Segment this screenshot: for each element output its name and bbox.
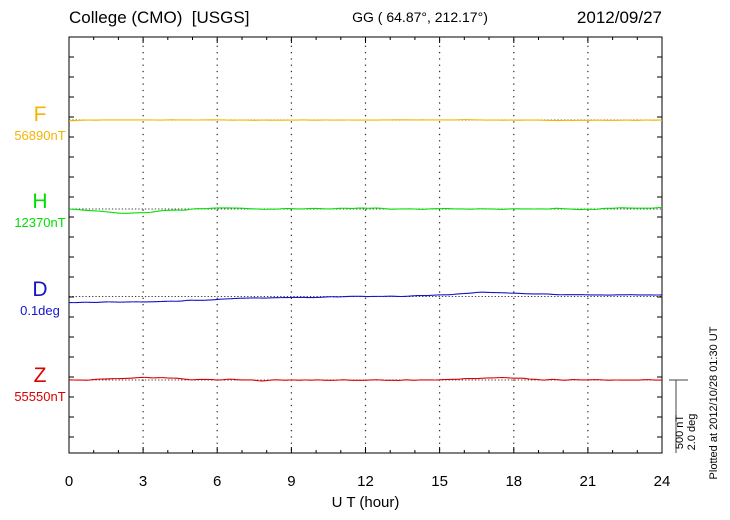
svg-text:500 nT: 500 nT bbox=[674, 415, 686, 450]
svg-text:Z: Z bbox=[34, 364, 47, 387]
svg-text:12: 12 bbox=[357, 473, 374, 490]
svg-text:College (CMO) [USGS]: College (CMO) [USGS] bbox=[69, 8, 249, 27]
svg-text:12370nT: 12370nT bbox=[14, 215, 65, 230]
svg-text:F: F bbox=[34, 103, 47, 126]
svg-text:6: 6 bbox=[213, 473, 221, 490]
svg-text:GG ( 64.87°, 212.17°): GG ( 64.87°, 212.17°) bbox=[352, 9, 488, 25]
svg-text:H: H bbox=[32, 190, 47, 213]
svg-text:9: 9 bbox=[287, 473, 295, 490]
svg-text:56890nT: 56890nT bbox=[14, 128, 65, 143]
svg-text:15: 15 bbox=[431, 473, 448, 490]
svg-text:D: D bbox=[32, 278, 47, 301]
svg-text:2.0 deg: 2.0 deg bbox=[686, 414, 698, 451]
svg-text:21: 21 bbox=[580, 473, 597, 490]
svg-text:2012/09/27: 2012/09/27 bbox=[577, 8, 662, 27]
svg-text:3: 3 bbox=[139, 473, 147, 490]
svg-text:U T (hour): U T (hour) bbox=[332, 494, 400, 511]
svg-text:24: 24 bbox=[654, 473, 671, 490]
svg-text:Plotted at 2012/10/28 01:30 UT: Plotted at 2012/10/28 01:30 UT bbox=[708, 326, 720, 479]
svg-text:55550nT: 55550nT bbox=[14, 389, 65, 404]
svg-text:18: 18 bbox=[505, 473, 522, 490]
svg-text:0: 0 bbox=[65, 473, 73, 490]
svg-text:0.1deg: 0.1deg bbox=[20, 303, 60, 318]
